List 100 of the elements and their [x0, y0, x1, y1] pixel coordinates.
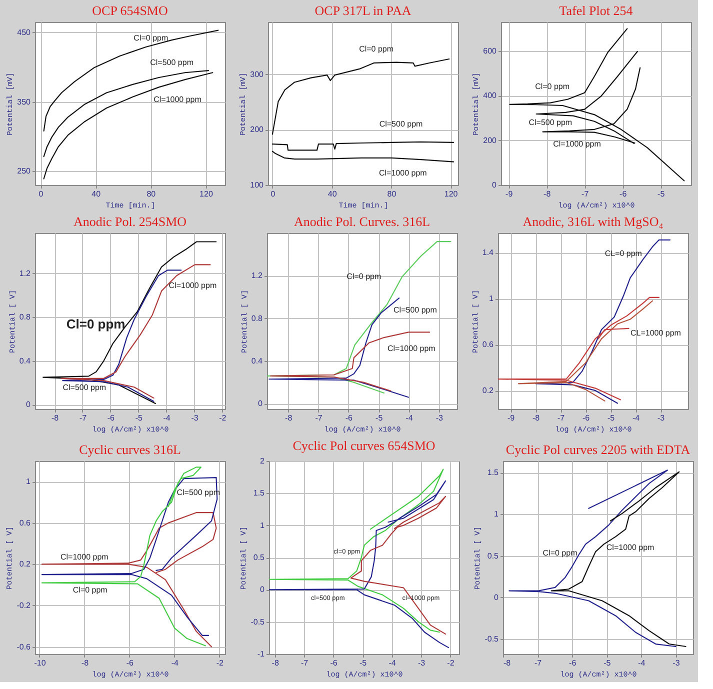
- y-tick-label: 0.4: [19, 356, 32, 366]
- x-tick-label: -5: [376, 414, 384, 422]
- x-tick-label: -3: [436, 414, 444, 422]
- y-tick-label: 2: [260, 456, 266, 466]
- y-tick-label: 400: [483, 91, 498, 100]
- x-tick-label: 120: [200, 190, 214, 198]
- y-tick-label: 200: [483, 136, 498, 145]
- chart-title: Anodic Pol. Curves. 316L: [294, 214, 430, 229]
- annotation: Cl=1000 ppm: [378, 168, 428, 178]
- y-tick-label: 0.6: [482, 340, 494, 350]
- y-tick-label: 1.4: [482, 248, 494, 258]
- x-tick-label: -6: [582, 414, 590, 422]
- y-tick-label: -0.5: [484, 634, 500, 644]
- x-tick-label: -9: [507, 414, 516, 422]
- y-tick-label: 350: [17, 97, 32, 106]
- annotation: Cl=0 ppm: [359, 44, 394, 54]
- x-tick-label: -10: [34, 658, 46, 668]
- x-tick-label: -4: [388, 658, 396, 668]
- y-tick-label: 0.8: [251, 314, 264, 323]
- chart-title: Cyclic Pol curves 654SMO: [292, 438, 436, 453]
- x-tick-label: -6: [126, 658, 134, 668]
- x-tick-label: 40: [92, 190, 102, 198]
- y-tick-label: 600: [483, 46, 498, 56]
- x-tick-label: -3: [657, 414, 666, 422]
- x-tick-label: 80: [387, 190, 397, 198]
- annotation: Cl=0 ppm: [346, 272, 382, 281]
- y-tick-label: 1.2: [19, 268, 32, 278]
- chart-title: Cyclic Pol curves 2205 with EDTA: [506, 442, 691, 457]
- annotation: Cl=0 ppm: [72, 585, 108, 594]
- y-tick-label: -0.2: [16, 600, 32, 610]
- annotation: Cl=500 ppm: [528, 118, 572, 128]
- y-tick-label: 1.5: [253, 488, 266, 498]
- y-tick-label: 1: [26, 477, 32, 486]
- y-tick-label: -0.6: [16, 642, 32, 652]
- y-tick-label: 0.5: [487, 551, 500, 560]
- x-tick-label: 80: [146, 190, 156, 198]
- y-tick-label: 0.6: [19, 518, 32, 528]
- x-tick-label: -4: [163, 414, 171, 422]
- y-tick-label: 0: [492, 180, 498, 190]
- x-tick-label: -2: [219, 414, 227, 422]
- x-tick-label: -5: [135, 414, 143, 422]
- y-tick-label: 1: [489, 294, 494, 304]
- chart-title: Anodic, 316L with MgSO₄: [522, 214, 664, 229]
- x-tick-label: -9: [506, 190, 514, 198]
- y-tick-label: 0.8: [19, 312, 32, 322]
- x-tick-label: -7: [301, 658, 309, 668]
- y-tick-label: 0: [260, 585, 266, 594]
- x-tick-label: 40: [328, 190, 338, 198]
- annotation: Cl=1000 ppm: [60, 552, 109, 562]
- x-tick-label: -2: [216, 658, 224, 668]
- x-tick-label: -5: [607, 414, 616, 422]
- y-tick-label: 1.5: [487, 468, 500, 478]
- y-tick-label: 450: [17, 28, 32, 37]
- x-tick-label: -8: [504, 658, 512, 668]
- x-tick-label: 0: [38, 190, 44, 198]
- chart-title: Tafel Plot 254: [559, 3, 634, 18]
- x-tick-label: -8: [544, 190, 552, 198]
- annotation: Cl=500 ppm: [62, 382, 106, 392]
- annotation: Cl=0 ppm: [134, 33, 168, 42]
- x-tick-label: -4: [406, 414, 414, 422]
- annotation: CL=1000 ppm: [630, 328, 682, 338]
- x-tick-label: -2: [447, 658, 455, 668]
- x-tick-label: -3: [418, 658, 426, 668]
- y-tick-label: 0: [26, 400, 32, 410]
- x-tick-label: -7: [557, 414, 566, 422]
- x-tick-label: -7: [79, 414, 88, 422]
- x-tick-label: -8: [81, 658, 90, 668]
- x-tick-label: -8: [272, 658, 280, 668]
- annotation: Cl=1000 ppm: [606, 542, 655, 552]
- y-tick-label: 1: [260, 520, 266, 530]
- x-tick-label: -3: [672, 658, 680, 668]
- y-tick-label: 0.5: [253, 553, 266, 562]
- x-tick-label: -8: [51, 414, 60, 422]
- x-tick-label: -7: [534, 658, 542, 668]
- x-tick-label: 0: [270, 190, 276, 198]
- y-tick-label: 0: [494, 592, 500, 602]
- annotation: Cl=1000 ppm: [553, 139, 602, 148]
- x-tick-label: -3: [191, 414, 199, 422]
- chart-title: OCP 654SMO: [92, 3, 168, 18]
- chart-title: OCP 317L in PAA: [314, 3, 412, 18]
- y-tick-label: -1: [257, 650, 266, 658]
- chart-title: Cyclic curves 316L: [79, 442, 181, 457]
- y-tick-label: 0.4: [251, 356, 264, 366]
- y-tick-label: 0: [258, 399, 264, 408]
- x-tick-label: -5: [359, 658, 368, 668]
- x-tick-label: -4: [632, 414, 640, 422]
- y-tick-label: 1: [494, 510, 500, 519]
- y-tick-label: 200: [250, 125, 264, 134]
- y-tick-label: 300: [250, 70, 264, 79]
- y-tick-label: -0.5: [250, 617, 266, 626]
- x-tick-label: -5: [658, 190, 666, 198]
- x-tick-label: -4: [638, 658, 646, 668]
- x-tick-label: -6: [569, 658, 577, 668]
- x-tick-label: -7: [582, 190, 590, 198]
- x-tick-label: -6: [620, 190, 628, 198]
- annotation: Cl=1000 ppm: [387, 344, 436, 354]
- x-tick-label: 120: [444, 190, 458, 198]
- annotation: Cl=1000 ppm: [168, 280, 217, 290]
- annotation: Cl=500 ppm: [379, 120, 424, 129]
- x-tick-label: -6: [330, 658, 338, 668]
